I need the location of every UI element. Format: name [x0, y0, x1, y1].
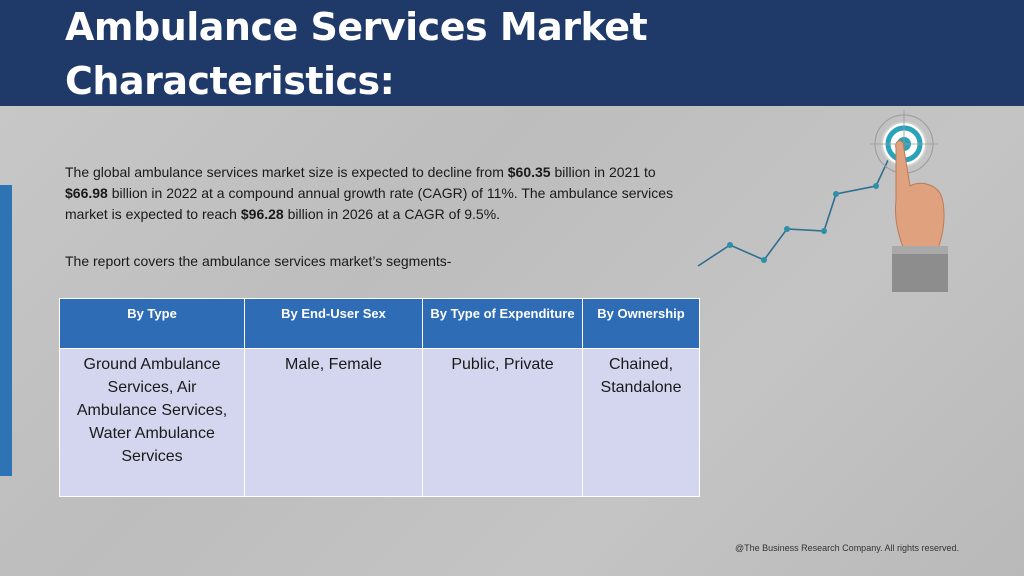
value-2022: $66.98 — [65, 185, 108, 201]
intro-text-3: billion in 2022 at a compound annual gro… — [65, 185, 674, 222]
intro-paragraph: The global ambulance services market siz… — [65, 162, 685, 225]
segments-table: By Type By End-User Sex By Type of Expen… — [59, 298, 700, 497]
title-line-1: Ambulance Services Market — [65, 5, 648, 49]
cell-expenditure: Public, Private — [422, 348, 583, 497]
target-hand-icon — [697, 110, 948, 292]
accent-bar — [0, 185, 12, 476]
cell-end-user-sex: Male, Female — [244, 348, 423, 497]
trend-points — [727, 183, 879, 263]
title-bar: Ambulance Services Market Characteristics… — [0, 0, 1024, 106]
intro-text-4: billion in 2026 at a CAGR of 9.5%. — [283, 206, 501, 222]
value-2021: $60.35 — [507, 164, 551, 180]
cell-ownership: Chained, Standalone — [582, 348, 700, 497]
intro-text-1: The global ambulance services market siz… — [65, 164, 508, 180]
pointing-hand — [892, 140, 948, 292]
table-row: Ground Ambulance Services, Air Ambulance… — [59, 348, 700, 497]
page-title: Ambulance Services Market Characteristics… — [65, 0, 648, 108]
title-line-2: Characteristics: — [65, 59, 395, 103]
header-by-type-of-expenditure: By Type of Expenditure — [422, 298, 583, 349]
trend-line — [697, 155, 891, 267]
header-by-type: By Type — [59, 298, 245, 349]
header-by-end-user-sex: By End-User Sex — [244, 298, 423, 349]
cell-type: Ground Ambulance Services, Air Ambulance… — [59, 348, 245, 497]
intro-text-2: billion in 2021 to — [550, 164, 656, 180]
header-by-ownership: By Ownership — [582, 298, 700, 349]
value-2026: $96.28 — [240, 206, 284, 222]
report-segments-line: The report covers the ambulance services… — [65, 253, 452, 269]
table-header-row: By Type By End-User Sex By Type of Expen… — [59, 298, 700, 349]
copyright-footer: @The Business Research Company. All righ… — [735, 543, 960, 553]
